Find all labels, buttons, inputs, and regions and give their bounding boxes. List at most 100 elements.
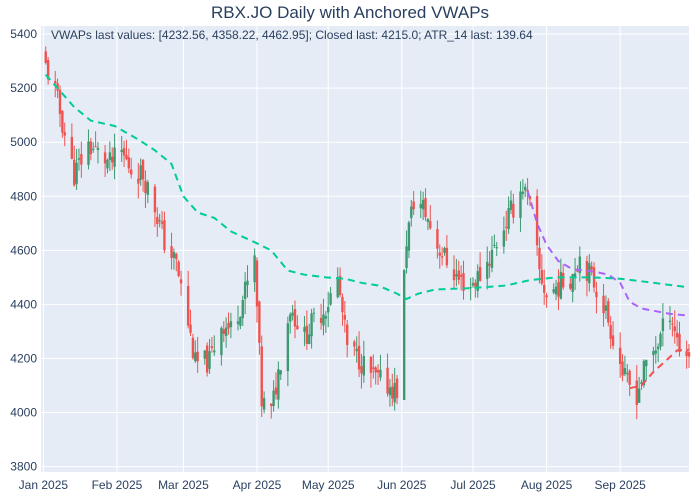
candle — [393, 367, 396, 411]
x-tick-label: Mar 2025 — [158, 478, 209, 492]
candles — [44, 46, 691, 420]
candle — [286, 316, 290, 387]
candle — [519, 181, 522, 232]
candle — [262, 391, 266, 414]
candle — [571, 273, 574, 303]
candle — [505, 210, 508, 241]
candle — [46, 56, 50, 85]
candle — [675, 320, 679, 347]
candle — [573, 258, 577, 290]
candle — [521, 179, 525, 200]
candle — [163, 211, 166, 254]
candle — [455, 258, 458, 287]
candle — [277, 361, 280, 409]
candle — [459, 265, 463, 291]
candle — [462, 260, 465, 300]
candle — [671, 316, 674, 337]
vwap-line — [629, 348, 690, 390]
candle — [227, 312, 230, 335]
candle — [312, 307, 316, 323]
candle — [96, 141, 100, 164]
candle — [139, 158, 142, 186]
y-tick-label: 5200 — [10, 81, 37, 95]
candle — [70, 123, 74, 160]
candle — [343, 301, 347, 333]
candle — [125, 139, 128, 161]
candle — [438, 244, 441, 269]
candle — [424, 188, 427, 221]
candle — [89, 137, 93, 161]
chart-title: RBX.JO Daily with Anchored VWAPs — [211, 3, 489, 22]
candle — [443, 246, 446, 256]
candle — [324, 311, 328, 333]
candle — [559, 258, 563, 300]
candle — [604, 295, 608, 320]
candle — [429, 205, 432, 230]
candle — [274, 372, 278, 400]
vwap-lines — [44, 74, 690, 390]
candle — [186, 270, 190, 329]
grid-lines — [41, 26, 689, 472]
y-tick-label: 4000 — [10, 406, 37, 420]
candle — [611, 321, 615, 350]
candle — [509, 190, 513, 214]
y-tick-label: 4400 — [10, 297, 37, 311]
vwap-line — [526, 190, 690, 317]
candle — [421, 191, 425, 221]
candle — [258, 300, 261, 355]
candle — [144, 170, 147, 209]
candle — [528, 195, 532, 207]
y-axis-ticks: 3800 4000 4200 4400 4600 4800 5000 5200 5400 — [10, 27, 37, 473]
candle — [129, 157, 133, 179]
candle — [355, 336, 358, 363]
candle — [58, 85, 62, 128]
candle — [623, 355, 627, 377]
candle — [94, 131, 97, 148]
candle — [293, 300, 297, 339]
candle — [391, 373, 394, 407]
candle — [308, 323, 311, 345]
candle — [63, 122, 66, 147]
candle — [637, 377, 641, 403]
candle — [92, 142, 95, 153]
y-tick-label: 4600 — [10, 243, 37, 257]
candle — [341, 293, 344, 326]
y-tick-label: 4200 — [10, 351, 37, 365]
vwap-line — [44, 74, 690, 301]
candle — [362, 340, 366, 383]
candle — [490, 236, 494, 273]
candle — [220, 326, 223, 366]
candle — [554, 279, 558, 301]
candle — [158, 213, 161, 228]
candle — [410, 199, 413, 227]
candle — [374, 366, 377, 385]
candle — [203, 350, 206, 365]
candle — [106, 158, 109, 174]
candle — [569, 278, 572, 291]
candle — [177, 259, 180, 278]
candle — [77, 148, 81, 171]
candle — [153, 184, 157, 227]
candle — [507, 196, 510, 234]
candle — [303, 316, 306, 347]
candle — [353, 339, 356, 356]
candle — [229, 312, 233, 339]
candle — [635, 365, 638, 420]
candle — [141, 158, 145, 192]
candle — [137, 163, 140, 199]
candle — [310, 308, 313, 349]
candle — [386, 353, 389, 397]
candle — [253, 248, 256, 292]
candle — [578, 246, 582, 282]
candle — [160, 210, 164, 230]
candle — [402, 269, 406, 401]
candle — [540, 254, 544, 286]
candle — [543, 269, 546, 305]
candle — [246, 265, 249, 298]
candle — [127, 148, 131, 174]
x-axis-ticks: Jan 2025 Feb 2025 Mar 2025 Apr 2025 May 2025… — [19, 478, 646, 492]
candle — [122, 140, 126, 167]
candle — [478, 252, 482, 282]
candle — [618, 332, 622, 378]
